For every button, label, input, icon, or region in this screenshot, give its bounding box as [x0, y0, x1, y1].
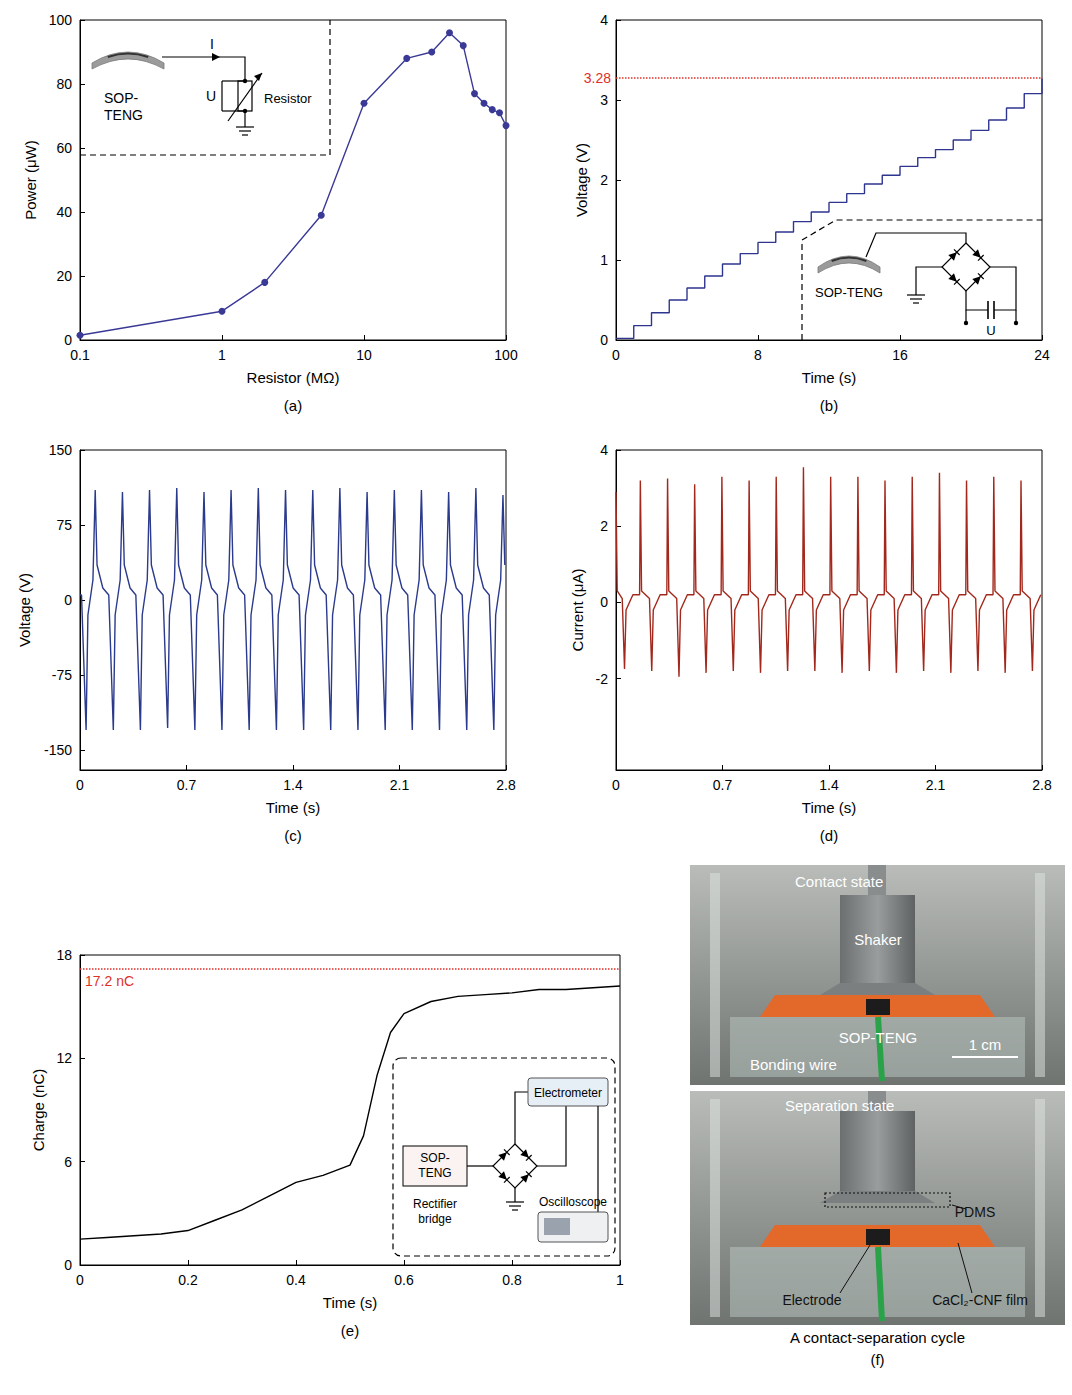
svg-text:18: 18	[56, 947, 72, 963]
html-text:(f): (f)	[870, 1351, 885, 1368]
svg-text:Power (μW): Power (μW)	[22, 140, 39, 219]
svg-text:TENG: TENG	[418, 1166, 451, 1180]
svg-text:0: 0	[600, 332, 608, 348]
svg-text:Electrometer: Electrometer	[534, 1086, 602, 1100]
svg-text:I: I	[210, 36, 214, 52]
svg-text:2: 2	[600, 518, 608, 534]
svg-text:bridge: bridge	[418, 1212, 452, 1226]
svg-text:0: 0	[612, 347, 620, 363]
svg-text:2.8: 2.8	[1032, 777, 1052, 793]
svg-text:100: 100	[494, 347, 518, 363]
svg-text:0.8: 0.8	[502, 1272, 522, 1288]
svg-text:150: 150	[49, 442, 73, 458]
svg-text:SOP-TENG: SOP-TENG	[839, 1029, 917, 1046]
svg-text:Electrode: Electrode	[782, 1292, 841, 1308]
svg-text:3.28: 3.28	[584, 70, 611, 86]
svg-text:Resistor (MΩ): Resistor (MΩ)	[247, 369, 340, 386]
svg-text:-75: -75	[52, 667, 72, 683]
svg-text:0: 0	[76, 777, 84, 793]
svg-text:Shaker: Shaker	[854, 931, 902, 948]
svg-text:Separation state: Separation state	[785, 1097, 894, 1114]
svg-text:4: 4	[600, 12, 608, 28]
svg-text:0.6: 0.6	[394, 1272, 414, 1288]
svg-text:24: 24	[1034, 347, 1050, 363]
svg-text:100: 100	[49, 12, 73, 28]
svg-text:0: 0	[64, 592, 72, 608]
html-text:(e): (e)	[340, 1322, 360, 1339]
svg-text:8: 8	[754, 347, 762, 363]
svg-text:SOP-: SOP-	[420, 1151, 449, 1165]
svg-text:Time (s): Time (s)	[266, 799, 320, 816]
svg-text:0.7: 0.7	[713, 777, 733, 793]
svg-text:40: 40	[56, 204, 72, 220]
svg-text:0.7: 0.7	[177, 777, 197, 793]
svg-text:Time (s): Time (s)	[323, 1294, 377, 1311]
svg-text:2.1: 2.1	[926, 777, 946, 793]
svg-text:0.2: 0.2	[178, 1272, 198, 1288]
svg-text:2.1: 2.1	[390, 777, 410, 793]
html-text:(b): (b)	[819, 397, 839, 414]
svg-text:SOP-TENG: SOP-TENG	[815, 285, 883, 300]
svg-text:Voltage (V): Voltage (V)	[16, 573, 33, 647]
svg-text:0: 0	[612, 777, 620, 793]
svg-text:Time (s): Time (s)	[802, 369, 856, 386]
svg-text:75: 75	[56, 517, 72, 533]
svg-text:Charge (nC): Charge (nC)	[30, 1069, 47, 1152]
svg-text:80: 80	[56, 76, 72, 92]
svg-text:-2: -2	[596, 671, 609, 687]
svg-text:SOP-: SOP-	[104, 90, 139, 106]
svg-text:0.1: 0.1	[70, 347, 90, 363]
svg-text:2.8: 2.8	[496, 777, 516, 793]
svg-text:Voltage (V): Voltage (V)	[573, 143, 590, 217]
svg-text:0: 0	[76, 1272, 84, 1288]
svg-text:U: U	[986, 323, 995, 338]
svg-text:0: 0	[64, 1257, 72, 1273]
html-text:(a): (a)	[283, 397, 303, 414]
svg-text:1: 1	[218, 347, 226, 363]
svg-text:1.4: 1.4	[283, 777, 303, 793]
svg-text:17.2 nC: 17.2 nC	[85, 973, 134, 989]
html-text:(c): (c)	[284, 827, 302, 844]
html-text:(d): (d)	[819, 827, 839, 844]
html-text:A contact-separation cycle: A contact-separation cycle	[790, 1329, 965, 1346]
svg-text:1.4: 1.4	[819, 777, 839, 793]
svg-text:60: 60	[56, 140, 72, 156]
svg-text:10: 10	[356, 347, 372, 363]
svg-text:Bonding wire: Bonding wire	[750, 1056, 837, 1073]
svg-text:-150: -150	[44, 742, 72, 758]
svg-text:20: 20	[56, 268, 72, 284]
svg-text:Time (s): Time (s)	[802, 799, 856, 816]
svg-text:0: 0	[600, 594, 608, 610]
svg-text:Contact state: Contact state	[795, 873, 883, 890]
svg-text:4: 4	[600, 442, 608, 458]
svg-text:6: 6	[64, 1154, 72, 1170]
svg-text:Rectifier: Rectifier	[413, 1197, 457, 1211]
svg-text:1 cm: 1 cm	[969, 1036, 1002, 1053]
svg-text:1: 1	[616, 1272, 624, 1288]
svg-text:0.4: 0.4	[286, 1272, 306, 1288]
svg-text:Resistor: Resistor	[264, 91, 312, 106]
svg-text:0: 0	[64, 332, 72, 348]
svg-text:3: 3	[600, 92, 608, 108]
svg-text:Current (μA): Current (μA)	[569, 569, 586, 652]
svg-text:Oscilloscope: Oscilloscope	[539, 1195, 607, 1209]
svg-text:PDMS: PDMS	[955, 1204, 995, 1220]
svg-text:12: 12	[56, 1050, 72, 1066]
svg-text:1: 1	[600, 252, 608, 268]
svg-text:U: U	[206, 88, 216, 104]
svg-text:2: 2	[600, 172, 608, 188]
svg-text:CaCl₂-CNF film: CaCl₂-CNF film	[932, 1292, 1028, 1308]
svg-text:16: 16	[892, 347, 908, 363]
svg-text:TENG: TENG	[104, 107, 143, 123]
